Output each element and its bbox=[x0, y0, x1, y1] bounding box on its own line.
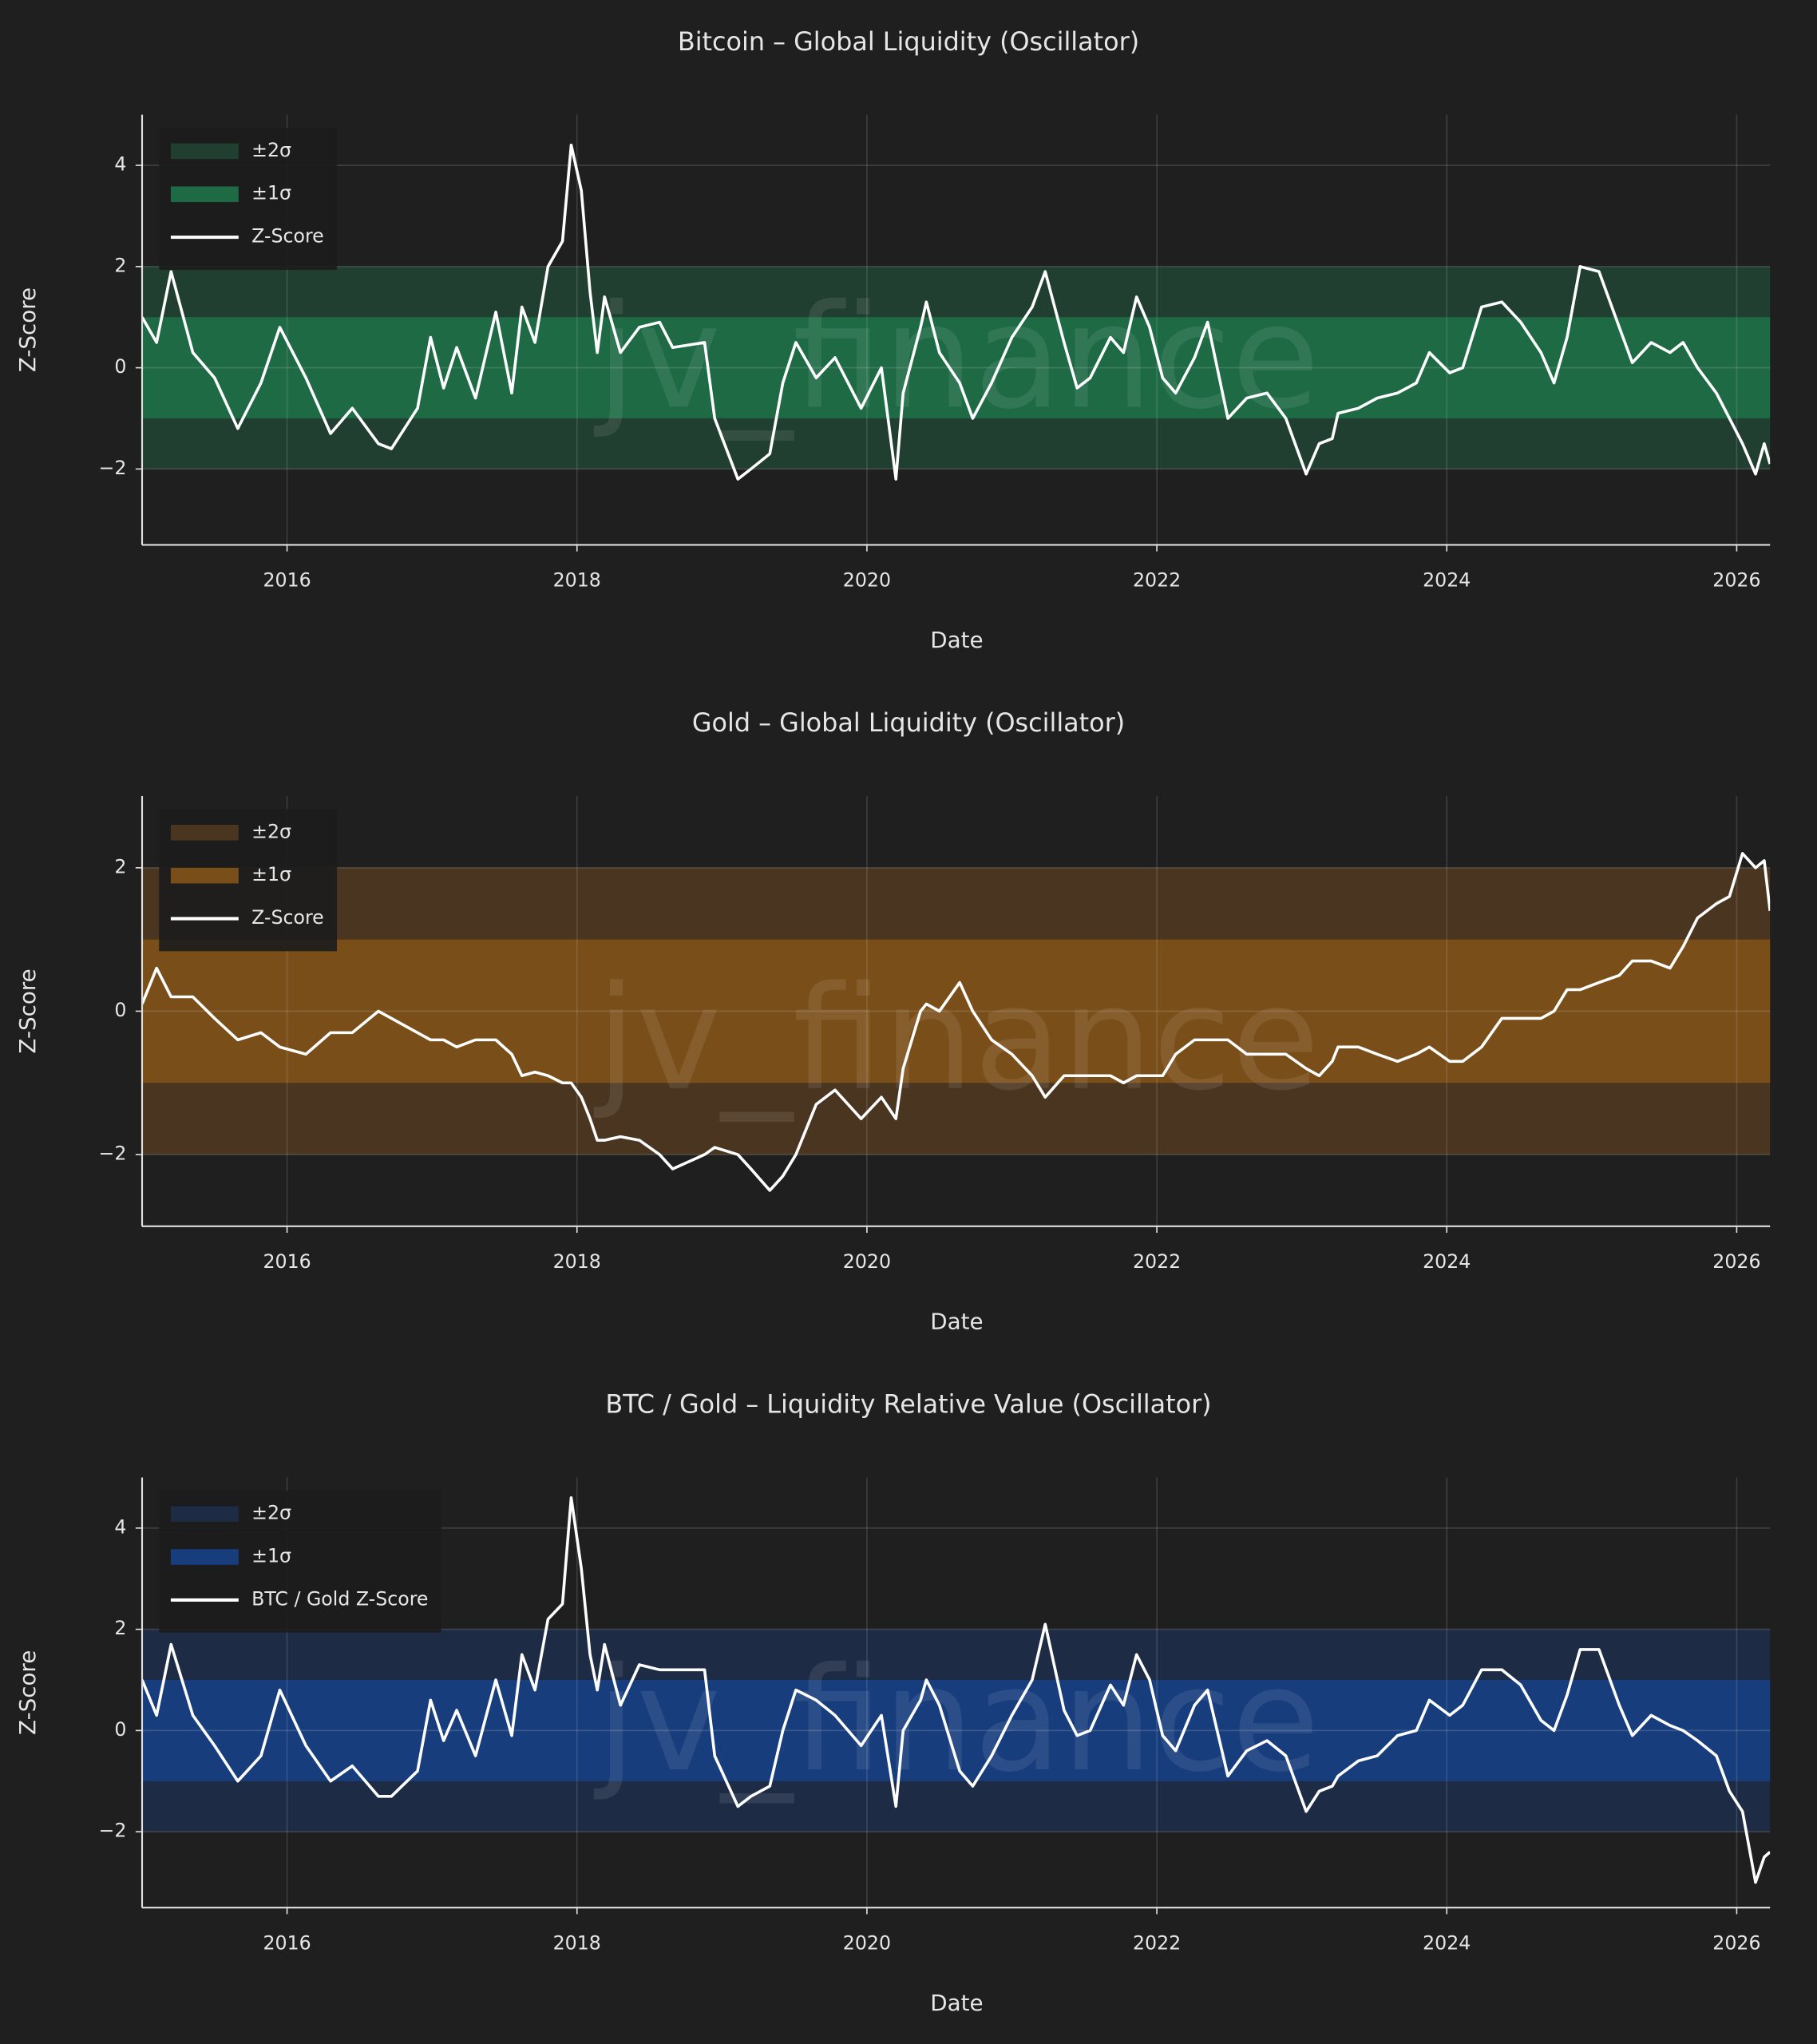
y-axis-label: Z-Score bbox=[14, 287, 41, 372]
legend-label: ±1σ bbox=[251, 863, 291, 885]
x-tick-label: 2016 bbox=[263, 569, 311, 592]
x-tick-label: 2020 bbox=[843, 1250, 891, 1273]
sigma-band bbox=[142, 939, 1771, 1083]
x-axis-label: Date bbox=[930, 1990, 983, 2016]
y-axis-label: Z-Score bbox=[14, 969, 41, 1053]
legend-swatch bbox=[170, 867, 239, 884]
legend-swatch bbox=[170, 1549, 239, 1565]
y-tick-label: 4 bbox=[114, 153, 126, 176]
legend-swatch bbox=[170, 143, 239, 160]
x-tick-label: 2018 bbox=[553, 1931, 601, 1954]
legend-label: ±2σ bbox=[251, 1502, 291, 1524]
y-tick-label: −2 bbox=[99, 457, 127, 479]
sigma-band bbox=[142, 317, 1771, 418]
x-tick-label: 2018 bbox=[553, 569, 601, 592]
legend-label: Z-Score bbox=[251, 906, 324, 929]
y-tick-label: 2 bbox=[114, 855, 126, 877]
y-tick-label: −2 bbox=[99, 1143, 127, 1165]
y-tick-label: 2 bbox=[114, 1617, 126, 1639]
y-tick-label: 0 bbox=[114, 1718, 126, 1741]
x-tick-label: 2026 bbox=[1712, 1250, 1760, 1273]
y-tick-label: −2 bbox=[99, 1820, 127, 1842]
legend-label: ±2σ bbox=[251, 820, 291, 842]
x-tick-label: 2024 bbox=[1423, 1250, 1471, 1273]
watermark: jv_finance bbox=[593, 274, 1320, 441]
legend-label: BTC / Gold Z-Score bbox=[251, 1587, 428, 1610]
x-tick-label: 2016 bbox=[263, 1250, 311, 1273]
y-tick-label: 0 bbox=[114, 355, 126, 378]
legend: ±2σ ±1σ BTC / Gold Z-Score bbox=[159, 1490, 441, 1633]
y-tick-label: 0 bbox=[114, 999, 126, 1021]
legend: ±2σ ±1σ Z-Score bbox=[159, 128, 338, 270]
x-tick-label: 2022 bbox=[1133, 569, 1181, 592]
x-tick-label: 2020 bbox=[843, 569, 891, 592]
x-tick-label: 2024 bbox=[1423, 1931, 1471, 1954]
x-tick-label: 2020 bbox=[843, 1931, 891, 1954]
z-score-line bbox=[141, 1496, 1771, 1884]
y-tick-label: 2 bbox=[114, 254, 126, 276]
legend-label: Z-Score bbox=[251, 225, 324, 248]
x-tick-label: 2024 bbox=[1423, 569, 1471, 592]
chart-title: Gold – Global Liquidity (Oscillator) bbox=[692, 707, 1125, 738]
x-tick-label: 2022 bbox=[1133, 1250, 1181, 1273]
legend-label: ±2σ bbox=[251, 139, 291, 161]
x-axis-label: Date bbox=[930, 1309, 983, 1335]
x-axis-label: Date bbox=[930, 627, 983, 653]
x-tick-label: 2018 bbox=[553, 1250, 601, 1273]
legend-label: ±1σ bbox=[251, 1545, 291, 1567]
z-score-line bbox=[141, 852, 1771, 1192]
z-score-line bbox=[141, 143, 1771, 481]
watermark: jv_finance bbox=[593, 1637, 1320, 1804]
x-tick-label: 2016 bbox=[263, 1931, 311, 1954]
legend: ±2σ ±1σ Z-Score bbox=[159, 809, 338, 952]
legend-swatch bbox=[170, 186, 239, 203]
chart-title: Bitcoin – Global Liquidity (Oscillator) bbox=[678, 26, 1139, 57]
x-tick-label: 2022 bbox=[1133, 1931, 1181, 1954]
y-axis-label: Z-Score bbox=[14, 1650, 41, 1735]
x-tick-label: 2026 bbox=[1712, 1931, 1760, 1954]
legend-swatch bbox=[170, 1506, 239, 1522]
x-tick-label: 2026 bbox=[1712, 569, 1760, 592]
legend-swatch bbox=[170, 824, 239, 841]
y-tick-label: 4 bbox=[114, 1515, 126, 1538]
legend-label: ±1σ bbox=[251, 182, 291, 204]
sigma-band bbox=[142, 1679, 1771, 1781]
chart-title: BTC / Gold – Liquidity Relative Value (O… bbox=[605, 1389, 1211, 1420]
